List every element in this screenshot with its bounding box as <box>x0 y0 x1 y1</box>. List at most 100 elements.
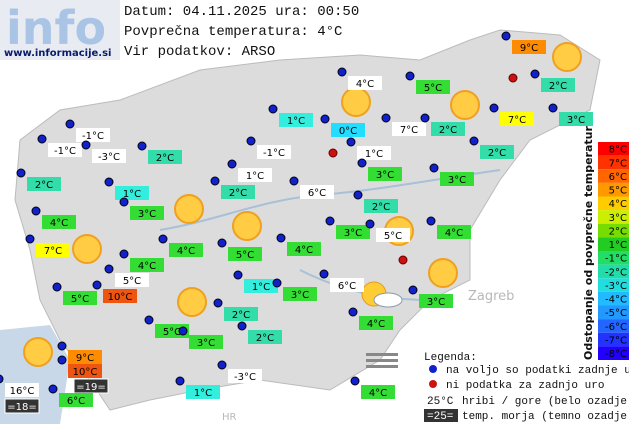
scale-label: 3°C <box>609 213 627 224</box>
station-label: 5°C <box>236 250 254 261</box>
station-dot <box>348 307 358 317</box>
station: 2°C <box>480 145 514 159</box>
legend-available: na voljo so podatki zadnje ure <box>446 365 629 377</box>
station: 2°C <box>364 199 398 213</box>
station-dot <box>25 234 35 244</box>
station-label: 5°C <box>163 327 181 338</box>
station-box <box>130 206 164 220</box>
station: 7°C <box>36 243 70 257</box>
station-label: 1°C <box>123 189 141 200</box>
date-line: Datum: 04.11.2025 ura: 00:50 <box>124 4 359 20</box>
sun-icon <box>341 87 371 117</box>
station-dot <box>31 206 41 216</box>
station-label: 16°C <box>10 386 35 397</box>
station-label: 3°C <box>448 175 466 186</box>
sun-icon <box>428 258 458 288</box>
station-dot <box>92 280 102 290</box>
station: 0°C <box>331 123 365 137</box>
station: 4°C <box>361 385 395 399</box>
sun-icon <box>232 211 262 241</box>
station-box <box>228 369 262 383</box>
legend-sea-sample: =25= <box>427 411 453 423</box>
station-box <box>512 40 546 54</box>
source-line: Vir podatkov: ARSO <box>124 44 275 60</box>
station-dot <box>178 326 188 336</box>
station-dot <box>57 341 67 351</box>
avg-line: Povprečna temperatura: 4°C <box>124 24 342 40</box>
station: -1°C <box>76 128 110 142</box>
station-label: 7°C <box>44 246 62 257</box>
station-dot <box>319 269 329 279</box>
station-label: 4°C <box>177 246 195 257</box>
scale-label: -8°C <box>605 349 627 360</box>
station-label: 9°C <box>76 353 94 364</box>
station-box <box>228 247 262 261</box>
station-box <box>419 294 453 308</box>
station-label: 4°C <box>367 319 385 330</box>
station-dot <box>217 360 227 370</box>
station-box <box>300 185 334 199</box>
station-box <box>440 172 474 186</box>
station-dot <box>65 119 75 129</box>
station: 9°C <box>512 40 546 54</box>
station: 4°C <box>437 225 471 239</box>
scale-label: 4°C <box>609 199 627 210</box>
station-dot <box>350 376 360 386</box>
scale-label: -4°C <box>605 295 627 306</box>
station-label: =18= <box>7 402 36 413</box>
legend-sea-box <box>424 409 458 422</box>
station-dot <box>233 270 243 280</box>
station: -1°C <box>48 143 82 157</box>
station-box <box>361 385 395 399</box>
scale-cell <box>598 264 629 279</box>
logo-box <box>0 0 120 60</box>
scale-label: 5°C <box>609 186 627 197</box>
missing-dot <box>328 148 338 158</box>
station-label: 3°C <box>291 290 309 301</box>
country-code: HR <box>222 412 237 423</box>
station-label: 2°C <box>35 180 53 191</box>
scale-cell <box>598 182 629 197</box>
sun-icon <box>23 337 53 367</box>
scale-label: -5°C <box>605 308 627 319</box>
station: 3°C <box>440 172 474 186</box>
station-label: 1°C <box>365 149 383 160</box>
station-dot <box>144 315 154 325</box>
station-label: 9°C <box>520 43 538 54</box>
station-dot <box>227 159 237 169</box>
station-box <box>336 225 370 239</box>
cloud-icon <box>361 281 403 308</box>
station: 4°C <box>42 215 76 229</box>
station-dot <box>429 163 439 173</box>
station-box <box>76 128 110 142</box>
station: 3°C <box>336 225 370 239</box>
station-label: 1°C <box>252 282 270 293</box>
station-label: 10°C <box>73 367 98 378</box>
sun-icon <box>552 42 582 72</box>
legend-red-dot <box>429 380 437 388</box>
scale-cell <box>598 237 629 251</box>
station-box <box>500 112 534 126</box>
station-dot <box>175 376 185 386</box>
station: 1°C <box>186 385 220 399</box>
station-label: 3°C <box>138 209 156 220</box>
station-label: -1°C <box>54 146 76 157</box>
station: 6°C <box>330 278 364 292</box>
station-box <box>5 383 39 397</box>
station-dot <box>104 264 114 274</box>
station-box <box>431 122 465 136</box>
station-label: 5°C <box>123 276 141 287</box>
station: 1°C <box>279 113 313 127</box>
station-dot <box>353 190 363 200</box>
legend-missing: ni podatka za zadnjo uro <box>446 380 604 392</box>
station-label: 2°C <box>156 153 174 164</box>
station-box <box>148 150 182 164</box>
station: 7°C <box>392 122 426 136</box>
station-label: 5°C <box>71 294 89 305</box>
station: -1°C <box>257 145 291 159</box>
legend-title: Legenda: <box>424 352 477 364</box>
station: -3°C <box>92 149 126 163</box>
station-box <box>130 258 164 272</box>
